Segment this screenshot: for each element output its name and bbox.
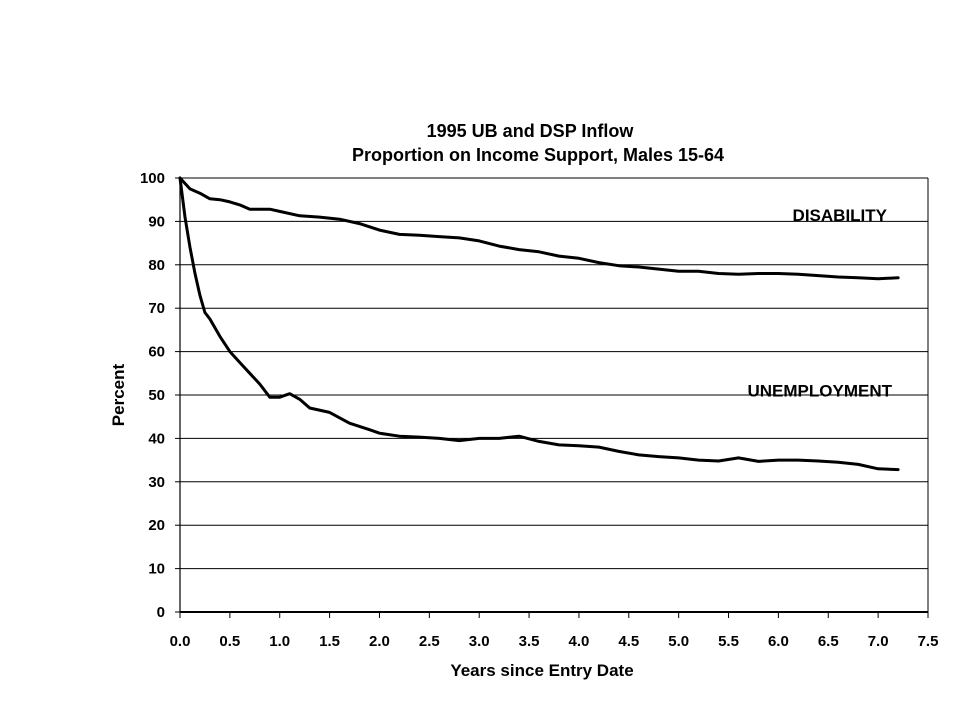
series-label-disability: DISABILITY xyxy=(793,206,888,225)
x-axis-label: Years since Entry Date xyxy=(450,661,633,680)
x-tick-label-6.0: 6.0 xyxy=(768,633,789,650)
y-tick-label-100: 100 xyxy=(140,170,165,187)
x-tick-label-0.5: 0.5 xyxy=(219,633,240,650)
y-tick-label-70: 70 xyxy=(148,300,165,317)
y-axis-label: Percent xyxy=(109,363,128,426)
y-tick-label-40: 40 xyxy=(148,430,165,447)
x-tick-label-6.5: 6.5 xyxy=(818,633,839,650)
x-tick-label-7.5: 7.5 xyxy=(918,633,939,650)
y-tick-label-80: 80 xyxy=(148,257,165,274)
x-tick-label-7.0: 7.0 xyxy=(868,633,889,650)
y-tick-label-0: 0 xyxy=(157,604,165,621)
y-tick-label-60: 60 xyxy=(148,344,165,361)
x-tick-label-2.5: 2.5 xyxy=(419,633,440,650)
x-tick-label-3.5: 3.5 xyxy=(519,633,540,650)
axes xyxy=(179,178,929,613)
y-tick-label-90: 90 xyxy=(148,213,165,230)
x-tick-label-3.0: 3.0 xyxy=(469,633,490,650)
y-tick-label-30: 30 xyxy=(148,474,165,491)
x-tick-label-5.0: 5.0 xyxy=(668,633,689,650)
x-tick-label-5.5: 5.5 xyxy=(718,633,739,650)
y-tick-label-10: 10 xyxy=(148,561,165,578)
series-line-unemployment xyxy=(178,176,900,472)
y-axis-ticks: 0 10 20 30 40 50 60 70 80 90 100 xyxy=(140,170,180,621)
series-lines xyxy=(178,176,900,472)
chart-title-line-1: 1995 UB and DSP Inflow xyxy=(427,121,635,141)
x-tick-label-4.5: 4.5 xyxy=(618,633,639,650)
y-tick-label-50: 50 xyxy=(148,387,165,404)
y-tick-label-20: 20 xyxy=(148,517,165,534)
x-axis-ticks: 0.0 0.5 1.0 1.5 2.0 2.5 3.0 3.5 4.0 4.5 5.0 5.5 6.0 6… xyxy=(170,612,939,650)
x-tick-label-1.0: 1.0 xyxy=(269,633,290,650)
series-label-unemployment: UNEMPLOYMENT xyxy=(748,382,893,401)
chart-title-line-2: Proportion on Income Support, Males 15-6… xyxy=(352,145,724,165)
series-labels: DISABILITY UNEMPLOYMENT xyxy=(748,206,893,401)
x-tick-label-4.0: 4.0 xyxy=(569,633,590,650)
x-tick-label-0.0: 0.0 xyxy=(170,633,191,650)
x-tick-label-2.0: 2.0 xyxy=(369,633,390,650)
series-line-disability xyxy=(178,176,900,281)
gridlines xyxy=(180,177,928,613)
x-tick-label-1.5: 1.5 xyxy=(319,633,340,650)
